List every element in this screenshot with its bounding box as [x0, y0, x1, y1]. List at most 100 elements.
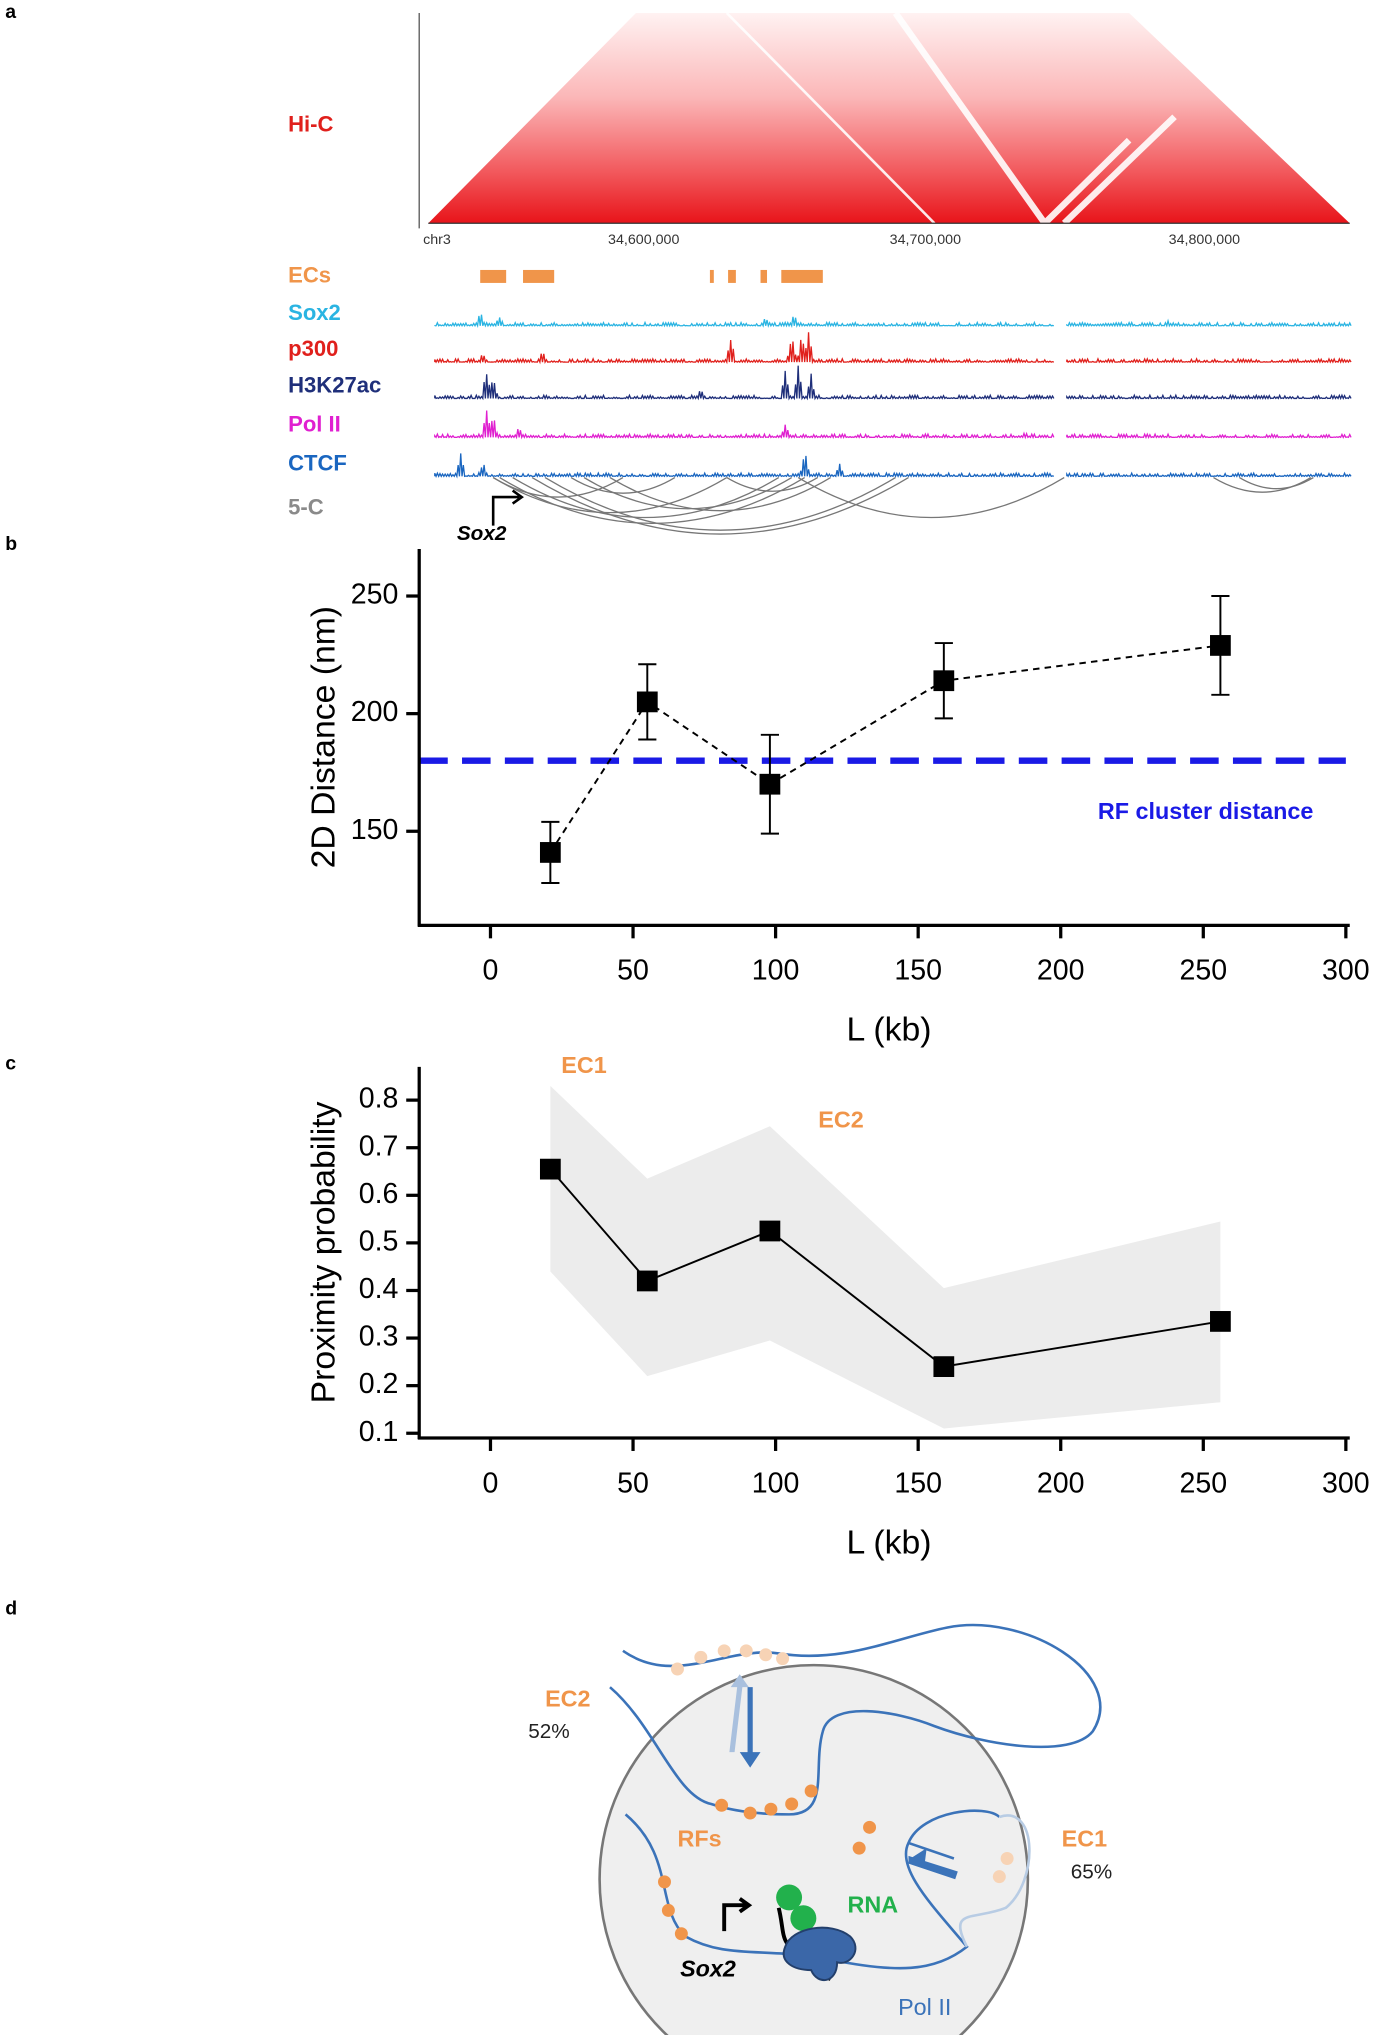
chart: RF cluster distance 150 200 250 0 50 100 150 200…	[305, 548, 1370, 1049]
diagram-label: Sox2	[680, 1955, 736, 1981]
track-label: Sox2	[288, 300, 341, 325]
model-diagram: EC2 52% RFs EC1 65% RNA Sox2 Pol II	[528, 1623, 1112, 2035]
y-axis-title: Proximity probability	[305, 1101, 343, 1403]
y-tick-label: 0.2	[359, 1368, 399, 1400]
interaction-arc	[499, 477, 805, 524]
confidence-band	[550, 1085, 1221, 1429]
x-tick-label: 150	[894, 1467, 942, 1499]
rna	[790, 1905, 817, 1932]
enhancer-cluster	[523, 269, 555, 283]
track-label: CTCF	[288, 450, 347, 475]
tss-arrow	[722, 1897, 753, 1932]
interaction-arc	[492, 477, 624, 498]
hic-label: Hi-C	[288, 112, 333, 137]
diagram-label: EC1	[1062, 1825, 1107, 1851]
annotation: EC2	[818, 1106, 863, 1132]
x-tick-label: 150	[894, 955, 942, 987]
enhancer-cluster	[728, 269, 736, 283]
rf-dots-faded	[670, 1644, 1014, 1884]
enhancer-cluster	[760, 269, 768, 283]
x-tick-label: 50	[617, 1467, 649, 1499]
x-tick-label: 250	[1179, 955, 1227, 987]
panel-label: a	[5, 1, 16, 23]
interaction-arc	[1239, 477, 1314, 490]
x-tick-label: 250	[1179, 1467, 1227, 1499]
y-axis-title: 2D Distance (nm)	[305, 606, 343, 868]
track-label: ECs	[288, 262, 331, 287]
panel-label: d	[5, 1597, 17, 1619]
y-tick-label: 150	[351, 814, 399, 846]
track-label: 5-C	[288, 495, 324, 520]
coordinate-label: chr3	[423, 232, 451, 248]
panel-label: b	[5, 533, 17, 555]
data-point	[933, 670, 955, 692]
data-point	[1210, 635, 1231, 656]
interaction-arc	[492, 477, 728, 514]
diagram-label: RNA	[847, 1892, 898, 1918]
coordinate-label: 34,800,000	[1169, 232, 1240, 248]
connector	[549, 644, 1221, 853]
interaction-arc	[797, 477, 1065, 519]
gene-label: Sox2	[457, 522, 507, 545]
diagram-label: Pol II	[898, 1994, 951, 2020]
x-tick-label: 200	[1037, 955, 1085, 987]
y-tick-label: 0.6	[359, 1178, 399, 1210]
x-tick-label: 300	[1322, 955, 1370, 987]
chart: EC1 EC2 0.1 0.2 0.3 0.4 0.5 0.6 0.7 0.8 0 50 100 150 2…	[305, 1052, 1370, 1561]
y-tick-label: 0.5	[359, 1225, 399, 1257]
exchange-arrow	[739, 1687, 761, 1768]
interaction-arc	[512, 477, 780, 519]
track-signal	[434, 314, 1352, 329]
enhancer-cluster	[480, 269, 507, 283]
x-axis-title: L (kb)	[847, 1523, 932, 1561]
y-tick-label: 0.4	[359, 1273, 399, 1305]
reference-label: RF cluster distance	[1098, 798, 1314, 824]
track-label: Pol II	[288, 412, 341, 437]
panel-label: c	[5, 1052, 16, 1074]
track-label: p300	[288, 336, 338, 361]
data-point	[636, 691, 658, 713]
chromatin-faded	[959, 1814, 1031, 1948]
diagram-label: 52%	[528, 1720, 570, 1743]
y-tick-label: 0.7	[359, 1130, 399, 1162]
data-point	[759, 773, 781, 795]
track-label: H3K27ac	[288, 373, 381, 398]
track-signal	[434, 453, 1352, 479]
data-point	[1210, 1311, 1231, 1332]
interaction-arc	[531, 477, 909, 535]
hic-gaps	[725, 11, 1177, 226]
coordinate-label: 34,700,000	[890, 232, 961, 248]
x-tick-label: 0	[483, 955, 499, 987]
x-tick-label: 100	[752, 1467, 800, 1499]
interaction-arc	[726, 477, 818, 492]
genome-tracks: Hi-C chr3 34,600,000 34,700,000 34,800,0…	[288, 11, 1352, 545]
coordinate-label: 34,600,000	[608, 232, 679, 248]
data-point	[933, 1356, 955, 1377]
enhancer-cluster	[781, 269, 823, 283]
interaction-arc	[1213, 477, 1312, 493]
exchange-arrow	[908, 1841, 955, 1860]
x-tick-label: 50	[617, 955, 649, 987]
y-tick-label: 0.8	[359, 1083, 399, 1115]
x-tick-label: 300	[1322, 1467, 1370, 1499]
rf-zone	[598, 1663, 1030, 2035]
y-tick-label: 0.1	[359, 1416, 399, 1448]
chromatin	[609, 1623, 1102, 1816]
x-tick-label: 200	[1037, 1467, 1085, 1499]
y-tick-label: 250	[351, 579, 399, 611]
track-signal	[434, 365, 1352, 401]
interaction-arc	[609, 477, 831, 512]
track-signal	[434, 332, 1352, 365]
diagram-label: RFs	[677, 1825, 721, 1851]
y-tick-label: 200	[351, 696, 399, 728]
rna	[776, 1884, 803, 1911]
exchange-arrow	[908, 1848, 958, 1880]
data-point	[539, 1158, 561, 1180]
y-tick-label: 0.3	[359, 1321, 399, 1353]
data-point	[539, 842, 561, 863]
enhancer-cluster	[709, 269, 714, 283]
x-tick-label: 0	[483, 1467, 499, 1499]
x-tick-label: 100	[752, 955, 800, 987]
data-point	[636, 1270, 658, 1292]
